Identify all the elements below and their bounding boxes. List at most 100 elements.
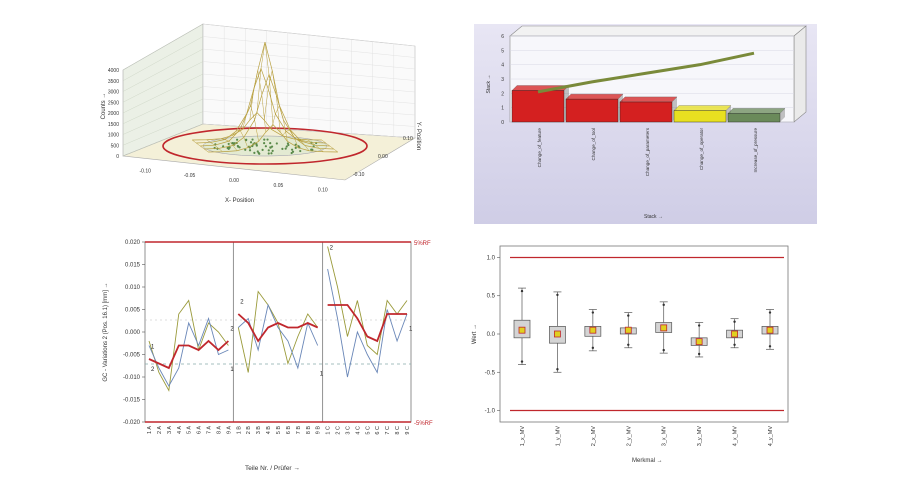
- measurement-point: [275, 142, 278, 145]
- mesh-line: [220, 138, 238, 151]
- mesh-line: [307, 139, 324, 152]
- z-tick-label: 0: [116, 154, 119, 160]
- z-tick-label: 1000: [108, 133, 119, 139]
- series-lines: [148, 246, 408, 392]
- series-line: [148, 299, 229, 392]
- y-tick-label: -0.10: [353, 172, 365, 178]
- measurement-point: [258, 152, 261, 155]
- measurement-point: [251, 138, 254, 141]
- series-line: [148, 339, 229, 370]
- x-tick-label: 2_x_MV: [591, 426, 597, 447]
- median-marker: [660, 324, 668, 332]
- x-tick-label: 0.00: [229, 178, 239, 184]
- run-chart: -5%RF 5%RF 0.020 0.015 0.010 0.005 0.000 -0.00…: [103, 240, 433, 472]
- x-tick-label: 1 C: [326, 426, 332, 435]
- bar-top: [619, 96, 678, 103]
- y-tick-label: -0.005: [123, 353, 141, 359]
- mesh-line: [256, 42, 274, 125]
- y-tick-label: 0.010: [125, 285, 141, 291]
- limit-lines: [510, 256, 784, 412]
- x-tick-label: 9 B: [316, 426, 322, 435]
- series-line: [327, 268, 408, 378]
- y-tick-label: -0.010: [123, 375, 141, 381]
- measurement-point: [263, 138, 266, 141]
- z-tick-label: 2000: [108, 111, 119, 117]
- measurement-point: [270, 145, 274, 148]
- bar: [727, 113, 781, 123]
- outlier-point: [627, 314, 630, 317]
- wall-gridline: [122, 98, 204, 135]
- measurement-point: [299, 149, 302, 153]
- box-plot-panel: 1.0 0.5 0.0 -0.5 -1.0 Wert → 1_x_MV 1_y_MV 2_x…: [462, 242, 792, 478]
- x-tick-label: 8 A: [216, 426, 222, 434]
- surface-plot: 0 500 1000 1500 2000 2500 3000 3500 4000 Counts …: [101, 23, 421, 204]
- measurement-point: [269, 146, 272, 149]
- outlier-point: [768, 345, 772, 348]
- measurement-point: [270, 152, 273, 155]
- measurement-point: [291, 150, 295, 153]
- measurement-point: [294, 143, 297, 146]
- series-line: [327, 246, 408, 356]
- y-tick-labels: 1.0 0.5 0.0 -0.5 -1.0: [485, 255, 500, 415]
- x-tick-label: -0.10: [139, 168, 151, 174]
- limit-lines: -5%RF 5%RF: [145, 241, 433, 427]
- y-tick-label: 0.000: [125, 330, 141, 336]
- z-tick-labels: 0 500 1000 1500 2000 2500 3000 3500 4000: [108, 68, 119, 160]
- category-label: Change_of_operator: [699, 128, 704, 171]
- group-label: 2: [330, 246, 334, 252]
- x-tick-label: 8 B: [306, 426, 312, 435]
- mesh-line: [242, 104, 259, 142]
- x-axis-label: X- Position: [225, 198, 254, 204]
- outlier-point: [662, 348, 665, 352]
- x-tick-label: 3_y_MV: [697, 426, 703, 447]
- y-tick-labels: 0.020 0.015 0.010 0.005 0.000 -0.005 -0.010 -0.…: [123, 240, 145, 426]
- measurement-point: [271, 149, 274, 152]
- y-tick-label: 0.5: [487, 294, 496, 300]
- x-tick-label: 1 A: [147, 426, 153, 434]
- y-tick-label: 0.0: [487, 332, 496, 338]
- z-tick-label: 4000: [108, 68, 119, 74]
- measurement-point: [249, 141, 253, 144]
- x-tick-label: 4 C: [355, 426, 361, 435]
- group-label: 1: [320, 372, 324, 378]
- y-tick-label: 0.00: [378, 154, 388, 160]
- outlier-point: [733, 343, 736, 346]
- y-tick-label: 6: [501, 34, 504, 40]
- category-label: Change_of_feature: [537, 128, 542, 168]
- median-marker: [589, 326, 597, 334]
- median-marker: [766, 326, 774, 334]
- x-tick-label: 3 A: [167, 426, 173, 434]
- y-tick-label: -0.015: [123, 398, 141, 404]
- mesh-line: [192, 139, 209, 153]
- x-tick-label: 5 B: [276, 426, 282, 435]
- outlier-point: [697, 352, 701, 356]
- group-label: 2: [151, 367, 155, 373]
- surface-plot-panel: 0 500 1000 1500 2000 2500 3000 3500 4000 Counts …: [95, 18, 425, 218]
- x-axis-label: Teile Nr. / Prüfer →: [245, 465, 300, 472]
- x-tick-label: 7 B: [296, 426, 302, 435]
- measurement-point: [261, 148, 264, 151]
- wall-gridline: [122, 86, 204, 124]
- x-tick-label: 7 A: [207, 426, 213, 434]
- outlier-point: [697, 324, 701, 327]
- mesh-line: [249, 70, 267, 133]
- x-tick-label: 4 B: [266, 426, 272, 435]
- group-label: 2: [240, 300, 244, 306]
- limit-label: 5%RF: [414, 241, 431, 247]
- y-tick-label: 0.10: [403, 136, 413, 142]
- outlier-point: [556, 293, 559, 297]
- mesh-line: [292, 138, 310, 151]
- y-tick-label: 2: [501, 91, 504, 97]
- measurement-point: [285, 145, 288, 148]
- y-tick-label: 0: [501, 120, 504, 126]
- group-label: 1: [409, 327, 413, 333]
- box-right: [793, 25, 807, 123]
- x-tick-label: 6 A: [197, 426, 203, 434]
- x-tick-label: 1_y_MV: [555, 426, 561, 447]
- median-marker: [624, 326, 632, 334]
- y-axis-label: Stack →: [486, 75, 492, 94]
- x-tick-label: 3 B: [256, 426, 262, 435]
- z-tick-label: 500: [111, 143, 120, 149]
- cumulative-line: [537, 51, 755, 94]
